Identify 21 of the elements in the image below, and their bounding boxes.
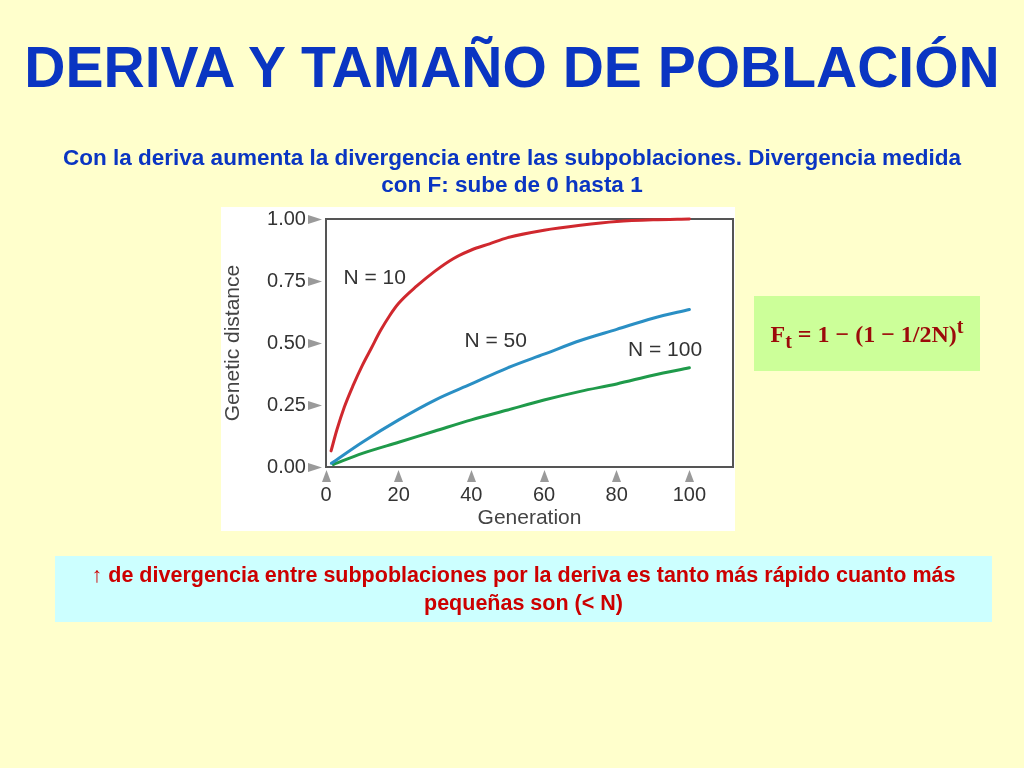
x-tick-label: 80 (605, 482, 628, 505)
x-tick-label: 40 (460, 482, 483, 505)
x-tick-label: 20 (387, 482, 410, 505)
y-tick-label: 0.50 (267, 330, 306, 353)
y-tick-label: 0.00 (267, 454, 306, 477)
y-tick-label: 0.25 (267, 392, 306, 415)
line-series (331, 366, 691, 467)
series-label: N = 100 (627, 337, 703, 361)
y-tick-label: 1.00 (267, 206, 306, 229)
x-axis-title: Generation (477, 505, 582, 529)
text: F$_{t}$ = 1 − (1 − 1/2N)$^{t}$ (770, 314, 964, 353)
text: ↑ de divergencia entre subpoblaciones por la deriva es tanto más rápido cuanto más pequeñas son (< N) (90, 562, 957, 617)
chart-subtitle: Con la deriva aumenta la divergencia entre las subpoblaciones. Divergencia medida con F: sube de 0 hasta 1 (62, 144, 963, 198)
x-tick-label: 0 (320, 482, 332, 505)
series-label: N = 10 (343, 265, 406, 289)
chart-title: DERIVA Y TAMAÑO DE POBLACIÓN (23, 35, 1001, 99)
x-tick-label: 100 (672, 482, 707, 505)
x-tick-label: 60 (532, 482, 556, 505)
y-axis-title: Genetic distance (220, 264, 244, 422)
y-tick-label: 0.75 (267, 268, 306, 291)
series-label: N = 50 (464, 327, 527, 351)
